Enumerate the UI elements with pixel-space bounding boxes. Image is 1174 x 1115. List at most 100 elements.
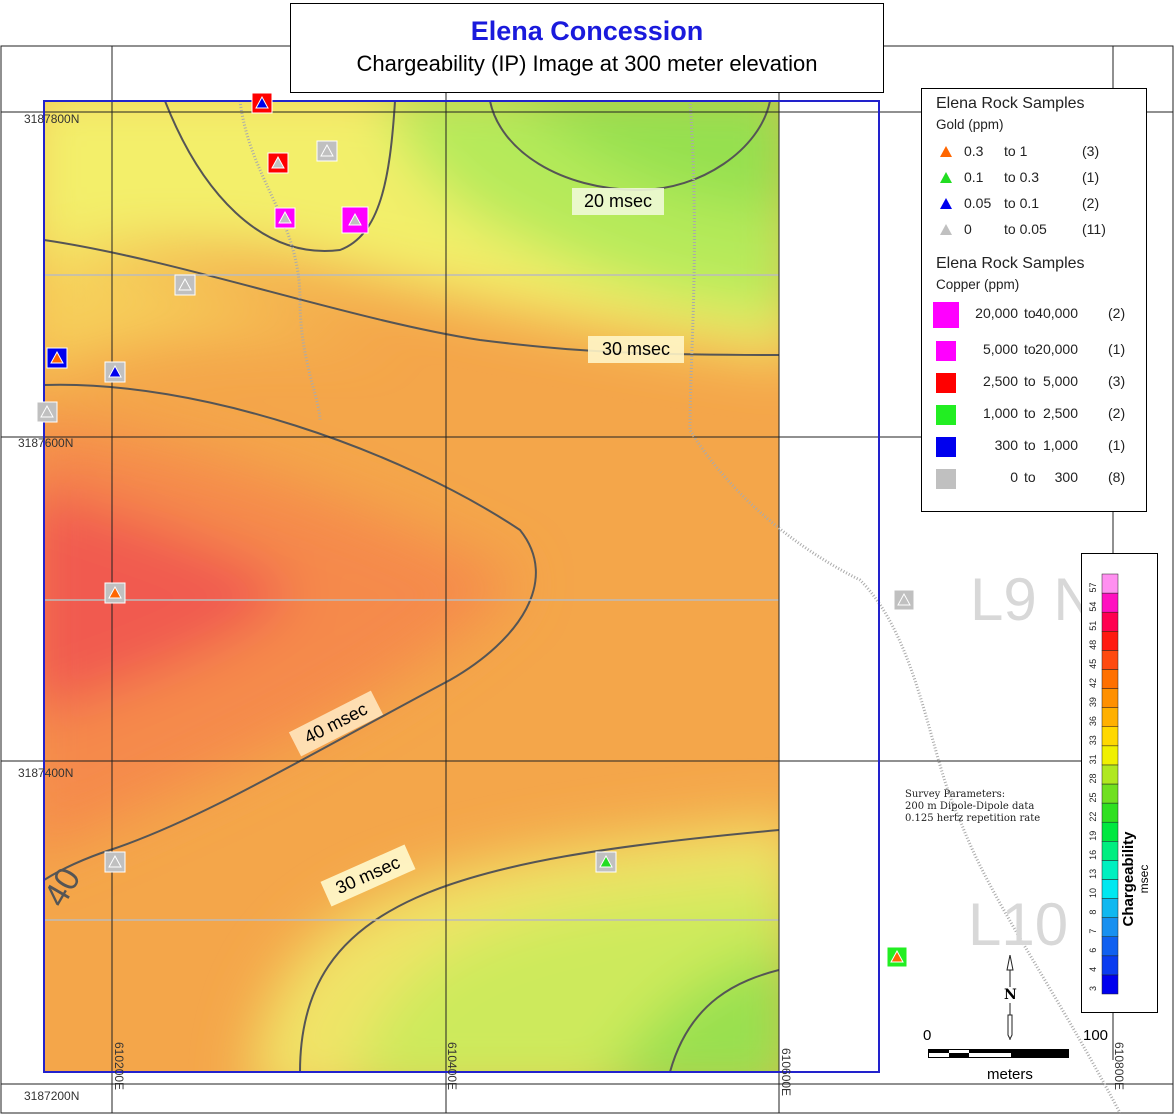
colorbar-swatch [1101,745,1119,766]
rock-sample-marker[interactable] [267,152,289,174]
count: (8) [1108,469,1126,485]
rock-sample-marker[interactable] [251,92,273,114]
triangle-icon [940,146,952,157]
colorbar-swatch [1101,879,1119,899]
copper-legend-row: 0 to 300 (8) [922,469,1142,489]
concession-boundary [43,100,880,1073]
title-box: Elena Concession Chargeability (IP) Imag… [290,3,884,93]
gold-triangle-icon [890,949,904,963]
gold-triangle-icon [348,212,362,226]
gold-legend-subtitle: Gold (ppm) [936,117,1004,132]
count: (2) [1108,405,1126,421]
rock-sample-marker[interactable] [316,140,338,162]
gold-triangle-icon [178,277,192,291]
range-to: to [1024,437,1036,453]
count: (11) [1082,221,1106,237]
gold-triangle-icon [108,364,122,378]
square-swatch [933,302,959,328]
range-from: 300 [994,437,1018,453]
contour-label: 30 msec [588,336,685,363]
range-from: 0.05 [964,195,992,211]
colorbar-tick-label: 54 [1088,602,1098,612]
colorbar-swatch [1101,650,1119,670]
colorbar-unit: msec [1137,864,1151,894]
range-to: to [1024,341,1036,357]
northing-label: 3187400N [18,766,74,780]
range-to: to 0.3 [1004,169,1040,185]
rock-sample-marker[interactable] [274,207,296,229]
gold-legend-row: 0.1 to 0.3 (1) [922,169,1142,189]
rock-sample-marker[interactable] [595,851,617,873]
contour-lines [44,101,779,1072]
range-upper: 40,000 [1035,305,1078,321]
sample-legend: Elena Rock Samples Gold (ppm) 0.3 to 1 (3)… [921,88,1147,512]
count: (2) [1082,195,1100,211]
gold-triangle-icon [271,155,285,169]
count: (1) [1108,341,1126,357]
range-upper: 1,000 [1042,437,1078,453]
rock-sample-marker[interactable] [104,582,126,604]
count: (1) [1082,169,1100,185]
gold-triangle-icon [108,585,122,599]
gold-legend-row: 0 to 0.05 (11) [922,221,1142,241]
gold-triangle-icon [599,854,613,868]
colorbar-swatch [1101,898,1119,918]
north-label: N [1004,987,1017,1003]
triangle-icon [940,198,952,209]
northing-label: 3187600N [18,436,74,450]
rock-sample-marker[interactable] [104,851,126,873]
range-upper: 2,500 [1042,405,1078,421]
copper-legend-row: 5,000 to 20,000 (1) [922,341,1142,361]
square-swatch [936,341,956,361]
northing-label: 3187200N [24,1089,80,1103]
range-upper: 5,000 [1042,373,1078,389]
line-label: L10 [968,891,1069,958]
rock-sample-marker[interactable] [104,361,126,383]
range-to: to [1024,373,1036,389]
contour-label: 20 msec [572,188,665,215]
rock-sample-marker[interactable] [341,206,369,234]
range-to: to [1024,405,1036,421]
survey-parameters: Survey Parameters: 200 m Dipole-Dipole d… [905,789,1040,825]
colorbar-swatch [1101,974,1119,995]
colorbar-tick-label: 22 [1088,812,1098,822]
range-from: 0 [964,221,972,237]
copper-legend-row: 20,000 to 40,000 (2) [922,302,1142,328]
triangle-icon [940,224,952,235]
colorbar-swatch [1101,917,1119,937]
gold-triangle-icon [897,592,911,606]
colorbar-tick-label: 57 [1088,583,1098,593]
chargeability-colorbar: 3 4 6 7 8 10 13 16 19 22 25 28 31 33 36 39 42 45 48 51 54 57 … [1081,553,1158,1013]
survey-line: 0.125 hertz repetition rate [905,813,1041,824]
colorbar-tick-label: 4 [1088,967,1098,972]
gold-triangle-icon [255,95,269,109]
colorbar-tick-label: 51 [1088,621,1098,631]
colorbar-tick-label: 45 [1088,659,1098,669]
gold-legend-title: Elena Rock Samples [936,95,1085,112]
copper-legend-row: 2,500 to 5,000 (3) [922,373,1142,393]
range-to: to [1024,469,1036,485]
survey-line: Survey Parameters: [905,789,1006,800]
gold-triangle-icon [50,350,64,364]
count: (3) [1082,143,1100,159]
gold-triangle-icon [278,210,292,224]
square-swatch [936,373,956,393]
range-to: to 1 [1004,143,1028,159]
scale-unit: meters [987,1066,1033,1083]
range-to: to 0.05 [1004,221,1047,237]
colorbar-swatch [1101,802,1119,823]
colorbar-swatch [1101,631,1119,651]
scale-end: 100 [1083,1027,1109,1044]
survey-line: 200 m Dipole-Dipole data [905,801,1035,812]
count: (1) [1108,437,1126,453]
rock-sample-marker[interactable] [893,589,915,611]
triangle-icon [940,172,952,183]
rock-sample-marker[interactable] [886,946,908,968]
rock-sample-marker[interactable] [46,347,68,369]
northing-label: 3187800N [24,112,80,126]
colorbar-tick-label: 31 [1088,754,1098,764]
square-swatch [936,437,956,457]
rock-sample-marker[interactable] [36,401,58,423]
rock-sample-marker[interactable] [174,274,196,296]
